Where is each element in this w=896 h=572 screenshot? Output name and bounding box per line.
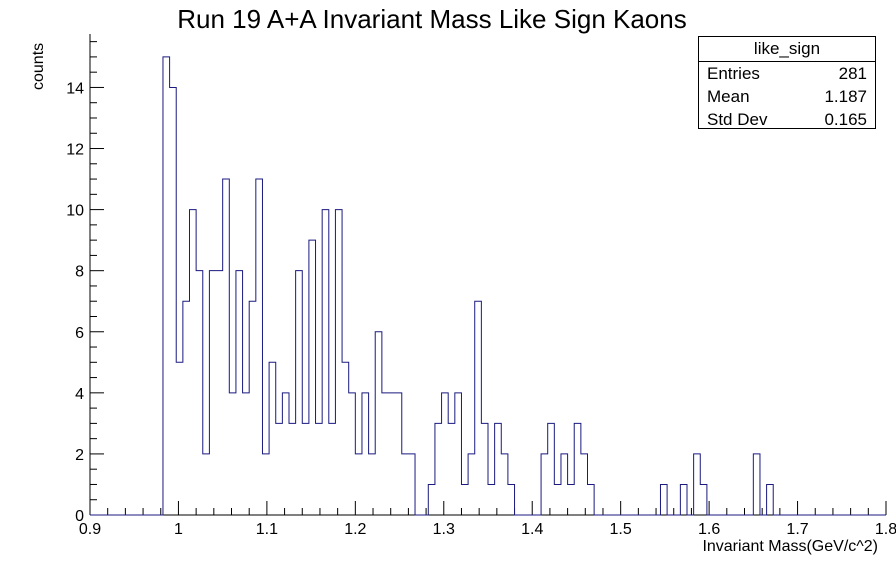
x-tick-label: 1.5 <box>610 521 632 538</box>
x-tick-label: 1.1 <box>256 521 278 538</box>
x-tick-label: 1.4 <box>521 521 543 538</box>
stats-label: Std Dev <box>707 110 768 129</box>
y-axis <box>89 34 104 516</box>
stats-value: 1.187 <box>824 87 867 106</box>
chart-title: Run 19 A+A Invariant Mass Like Sign Kaon… <box>177 4 687 34</box>
stats-row-mean: Mean 1.187 <box>699 86 875 108</box>
x-axis-label: Invariant Mass(GeV/c^2) <box>702 538 878 555</box>
stats-label: Entries <box>707 64 760 83</box>
x-tick-label: 1 <box>174 521 183 538</box>
x-tick-label: 1.2 <box>344 521 366 538</box>
histogram-step-line <box>90 56 886 516</box>
y-tick-label: 6 <box>75 325 84 342</box>
stats-value: 0.165 <box>824 110 867 129</box>
y-axis-label: counts <box>30 42 47 90</box>
stats-row-entries: Entries 281 <box>699 63 875 85</box>
x-tick-label: 1.3 <box>433 521 455 538</box>
stats-row-stddev: Std Dev 0.165 <box>699 109 875 131</box>
x-tick-labels: 0.9 1 1.1 1.2 1.3 1.4 1.5 1.6 1.7 1.8 <box>79 521 896 538</box>
stats-value: 281 <box>838 64 867 83</box>
y-tick-label: 12 <box>66 142 84 159</box>
x-tick-label: 1.6 <box>698 521 720 538</box>
y-tick-label: 8 <box>75 264 84 281</box>
stats-label: Mean <box>707 87 750 106</box>
y-tick-label: 0 <box>75 508 84 525</box>
y-tick-label: 10 <box>66 203 84 220</box>
y-tick-labels: 0 2 4 6 8 10 12 14 <box>66 80 84 525</box>
y-tick-label: 14 <box>66 80 84 97</box>
y-tick-label: 2 <box>75 447 84 464</box>
x-tick-label: 1.8 <box>875 521 896 538</box>
stats-box-name: like_sign <box>699 37 875 62</box>
y-tick-label: 4 <box>75 386 84 403</box>
stats-box: like_sign Entries 281 Mean 1.187 Std Dev… <box>698 36 876 129</box>
x-tick-label: 1.7 <box>786 521 808 538</box>
x-tick-label: 0.9 <box>79 521 101 538</box>
